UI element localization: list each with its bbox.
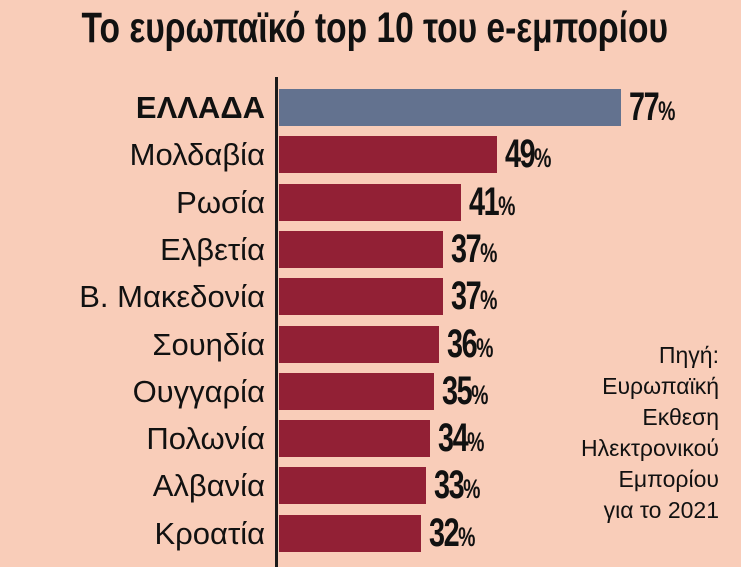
value-label: 77%	[629, 87, 676, 130]
category-label: Μολδαβία	[129, 137, 265, 172]
source-note: Πηγή: Ευρωπαϊκή Εκθεση Ηλεκτρονικού Εμπο…	[519, 340, 719, 526]
bar-row: ΕΛΛΑΔΑ 77%	[0, 87, 741, 127]
bar-row: Μολδαβία 49%	[0, 134, 741, 174]
source-line: Εκθεση	[642, 404, 719, 430]
value-number: 35	[442, 369, 473, 413]
value-label: 49%	[505, 134, 552, 177]
category-label: Ελβετία	[160, 232, 265, 267]
category-label: Ρωσία	[176, 185, 265, 220]
value-label: 37%	[451, 229, 498, 272]
chart-title: Το ευρωπαϊκό top 10 του e-εμπορίου	[81, 4, 669, 52]
percent-sign: %	[463, 474, 481, 504]
bar	[279, 184, 461, 221]
category-label: Σουηδία	[152, 327, 265, 362]
source-line: Ηλεκτρονικού	[580, 435, 719, 461]
value-number: 34	[438, 416, 469, 460]
bar	[279, 278, 443, 315]
category-label: Κροατία	[154, 516, 265, 551]
percent-sign: %	[480, 285, 498, 315]
percent-sign: %	[498, 191, 516, 221]
category-label: Αλβανία	[152, 468, 265, 503]
bar-row: Ελβετία 37%	[0, 229, 741, 269]
value-number: 36	[447, 322, 478, 366]
bar-row: Σουηδία 36%	[0, 324, 741, 364]
percent-sign: %	[480, 238, 498, 268]
category-label: Β. Μακεδονία	[79, 279, 265, 314]
bar	[279, 515, 421, 552]
source-line: Εμπορίου	[618, 466, 720, 492]
percent-sign: %	[476, 333, 494, 363]
bar	[279, 136, 497, 173]
value-number: 37	[451, 227, 482, 271]
value-label: 32%	[429, 513, 476, 556]
percent-sign: %	[534, 143, 552, 173]
category-label: Πολωνία	[146, 421, 265, 456]
value-label: 33%	[434, 465, 481, 508]
source-line: Ευρωπαϊκή	[602, 373, 719, 399]
percent-sign: %	[458, 522, 476, 552]
category-label: ΕΛΛΑΔΑ	[135, 90, 265, 125]
percent-sign: %	[467, 427, 485, 457]
bar	[279, 231, 443, 268]
value-label: 36%	[447, 324, 494, 367]
value-number: 41	[469, 180, 500, 224]
bar-row: Β. Μακεδονία 37%	[0, 276, 741, 316]
value-label: 41%	[469, 182, 516, 225]
source-line: για το 2021	[603, 497, 719, 523]
category-label: Ουγγαρία	[132, 374, 265, 409]
value-number: 33	[434, 463, 465, 507]
value-number: 32	[429, 511, 460, 555]
value-number: 77	[629, 85, 660, 129]
percent-sign: %	[471, 380, 489, 410]
value-label: 35%	[442, 371, 489, 414]
bar	[279, 467, 426, 504]
value-number: 37	[451, 274, 482, 318]
bar-row: Αλβανία 33%	[0, 465, 741, 505]
bar-row: Ουγγαρία 35%	[0, 371, 741, 411]
bar	[279, 373, 434, 410]
bar	[279, 326, 439, 363]
bar-row: Πολωνία 34%	[0, 418, 741, 458]
percent-sign: %	[658, 96, 676, 126]
value-label: 37%	[451, 276, 498, 319]
highlighted-bar	[279, 89, 621, 126]
bar-row: Κροατία 32%	[0, 513, 741, 553]
y-axis-line	[275, 77, 278, 567]
source-line: Πηγή:	[658, 342, 719, 368]
bar	[279, 420, 430, 457]
value-number: 49	[505, 132, 536, 176]
value-label: 34%	[438, 418, 485, 461]
bar-row: Ρωσία 41%	[0, 182, 741, 222]
